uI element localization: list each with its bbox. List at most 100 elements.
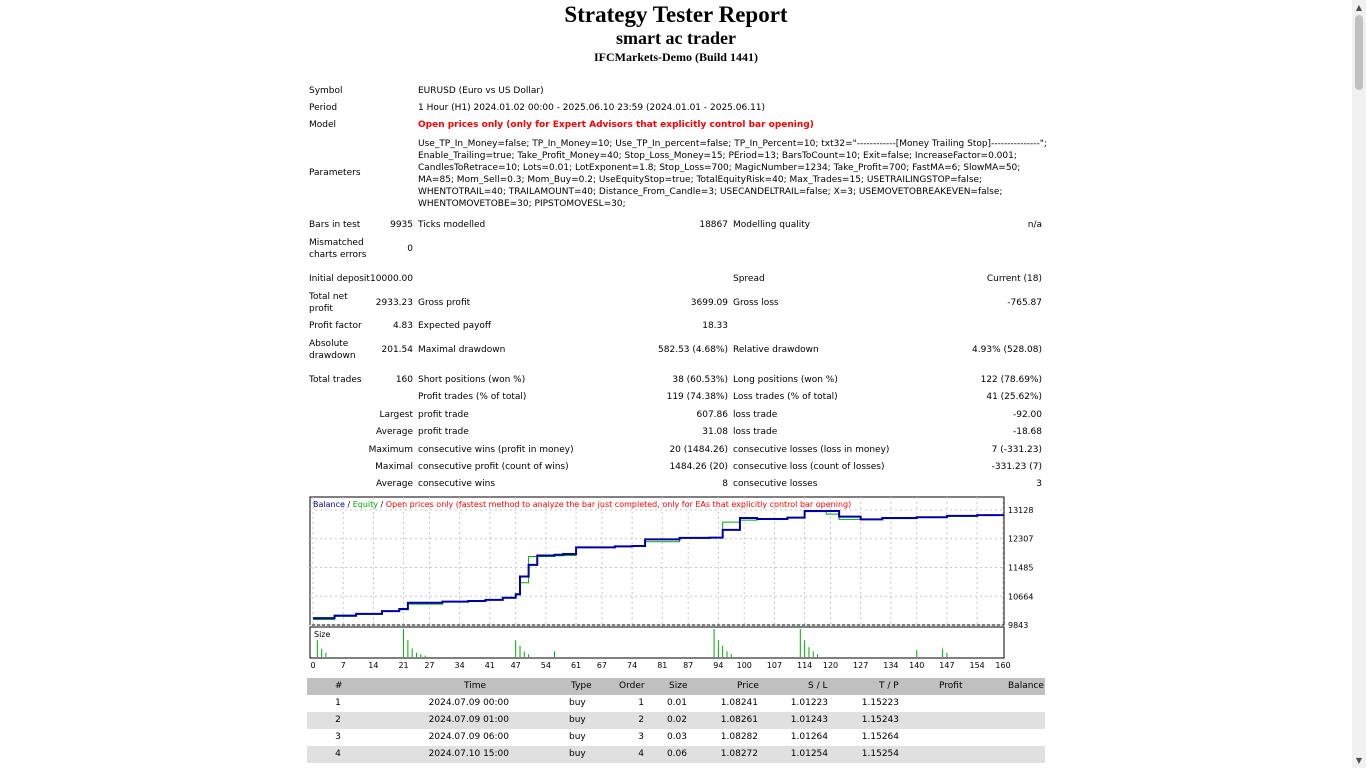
profit-trades-value: 119 (74.38%) [666,392,728,402]
server-build: IFCMarkets-Demo (Build 1441) [594,50,758,64]
x-tick-label: 74 [627,661,637,670]
scrollbar-thumb[interactable] [1355,15,1363,90]
y-tick-label: 10664 [1008,592,1033,601]
average-label: Average [376,427,413,437]
maximal-drawdown-label: Maximal drawdown [418,345,506,355]
maximal-cons-loss-label: consecutive loss (count of losses) [733,462,885,472]
col-balance: Balance [1008,681,1044,691]
max-cons-wins-label: consecutive wins (profit in money) [418,445,574,455]
short-positions-value: 38 (60.53%) [672,375,728,385]
scroll-down-arrow-icon[interactable]: ▼ [1355,756,1363,765]
maximal-drawdown-value: 582.53 (4.68%) [658,345,728,355]
profit-factor-label: Profit factor [309,321,362,331]
table-row: 1 2024.07.09 00:00 buy 1 0.01 1.08241 1.01223 1… [307,695,1045,712]
table-cell: 1.01254 [790,749,828,759]
table-cell: 1 [638,698,644,708]
x-tick-label: 81 [657,661,667,670]
x-tick-label: 54 [541,661,551,670]
table-cell: 4 [335,749,341,759]
col-profit: Profit [939,681,963,691]
scroll-up-arrow-icon[interactable]: ▲ [1355,3,1363,12]
legend-sep-1: / [345,500,353,509]
x-tick-label: 140 [909,661,924,670]
x-tick-label: 154 [969,661,984,670]
profit-factor-value: 4.83 [392,321,413,331]
max-cons-wins-value: 20 (1484.26) [669,445,728,455]
table-cell: 1.15254 [861,749,899,759]
legend-sep-2: / [378,500,386,509]
chart-grid [310,497,1004,626]
x-tick-label: 120 [823,661,838,670]
x-tick-label: 134 [883,661,898,670]
table-cell: buy [569,749,586,759]
table-cell: 2024.07.09 00:00 [428,698,509,708]
table-cell: 0.03 [666,732,687,742]
table-cell: buy [569,715,586,725]
table-cell: 1.15243 [861,715,899,725]
table-cell: 1.08261 [720,715,758,725]
y-tick-label: 9843 [1008,621,1028,630]
modelling-quality-label: Modelling quality [733,220,811,230]
expected-payoff-value: 18.33 [702,321,728,331]
avg-cons-wins-label: consecutive wins [418,479,496,489]
table-cell: 1 [335,698,341,708]
maximal-label: Maximal [375,462,413,472]
average-loss-value: -18.68 [1012,427,1042,437]
size-label: Size [314,630,331,639]
table-row: 4 2024.07.10 15:00 buy 4 0.06 1.08272 1.01254 1… [307,746,1045,763]
table-cell: 3 [335,732,341,742]
maximal-cons-profit-label: consecutive profit (count of wins) [418,462,569,472]
legend-model: Open prices only (fastest method to anal… [386,500,851,509]
table-cell: 1.01264 [790,732,828,742]
avg-cons-losses-label: consecutive losses [733,479,818,489]
x-tick-label: 0 [310,661,315,670]
ticks-label: Ticks modelled [418,220,486,230]
x-tick-label: 47 [511,661,521,670]
table-cell: 1.15264 [861,732,899,742]
absolute-drawdown-label-2: drawdown [309,351,356,361]
symbol-value: EURUSD (Euro vs US Dollar) [418,86,544,96]
x-tick-label: 67 [597,661,607,670]
ticks-value: 18867 [699,220,728,230]
max-cons-losses-value: 7 (-331.23) [991,445,1042,455]
table-cell: 1.01243 [790,715,828,725]
mismatch-label: Mismatched [309,238,364,248]
net-profit-label-2: profit [309,304,333,314]
vertical-scrollbar[interactable] [1352,0,1366,768]
col-tp: T / P [879,681,899,691]
modelling-quality-value: n/a [1027,220,1042,230]
x-tick-label: 61 [571,661,581,670]
bars-value: 9935 [390,220,413,230]
largest-loss-label: loss trade [733,410,778,420]
trades-header-row: # Time Type Order Size Price S / L T / P… [307,678,1045,695]
col-time: Time [464,681,487,691]
mismatch-value: 0 [407,244,413,254]
legend-balance: Balance [313,500,345,509]
table-cell: 1.08272 [720,749,758,759]
table-cell: 1.01223 [790,698,828,708]
x-tick-label: 160 [995,661,1010,670]
long-positions-value: 122 (78.69%) [980,375,1042,385]
table-cell: 2 [638,715,644,725]
avg-cons-wins-value: 8 [722,479,728,489]
period-label: Period [309,103,338,113]
x-tick-label: 87 [683,661,693,670]
gross-profit-label: Gross profit [418,298,471,308]
col-order: Order [619,681,645,691]
table-cell: 2024.07.09 01:00 [428,715,509,725]
bars-label: Bars in test [309,220,361,230]
loss-trades-label: Loss trades (% of total) [733,392,838,402]
relative-drawdown-label: Relative drawdown [733,345,819,355]
chart-legend: Balance / Equity / Open prices only (fas… [313,500,851,509]
largest-profit-value: 607.86 [696,410,729,420]
net-profit-value: 2933.23 [375,298,413,308]
average-cons-label: Average [376,479,413,489]
x-tick-label: 100 [737,661,752,670]
largest-loss-value: -92.00 [1012,410,1042,420]
spread-label: Spread [733,274,765,284]
spread-value: Current (18) [986,274,1042,284]
initial-deposit-value: 10000.00 [370,274,413,284]
largest-profit-label: profit trade [418,410,469,420]
table-cell: 1.08241 [720,698,758,708]
x-tick-label: 27 [424,661,434,670]
